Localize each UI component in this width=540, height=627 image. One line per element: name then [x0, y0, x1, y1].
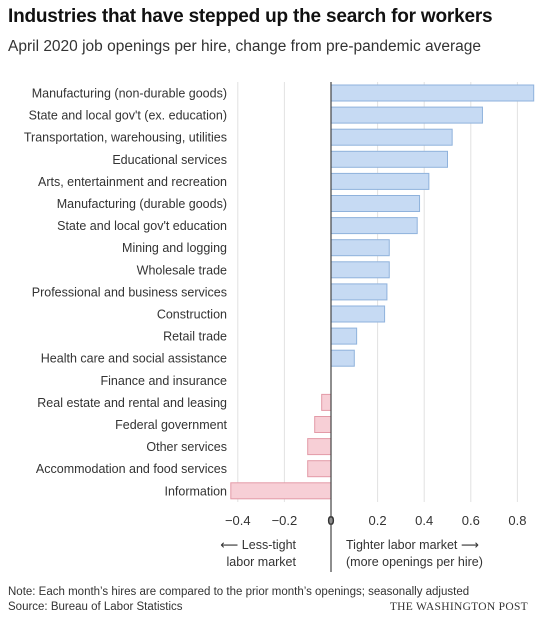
- category-label: Other services: [146, 440, 227, 454]
- bar: [230, 482, 332, 500]
- x-tick-label: 0.4: [415, 513, 433, 528]
- category-label: Retail trade: [163, 330, 227, 344]
- publisher-credit: THE WASHINGTON POST: [389, 601, 528, 613]
- category-label: Educational services: [112, 153, 227, 167]
- category-label: Manufacturing (durable goods): [57, 197, 227, 211]
- annotation-tighter: Tighter labor market ⟶: [346, 538, 479, 552]
- bar: [321, 393, 332, 411]
- category-label: Finance and insurance: [101, 374, 228, 388]
- category-label: Mining and logging: [122, 241, 227, 255]
- footnote: Note: Each month’s hires are compared to…: [8, 586, 470, 598]
- bar: [330, 217, 418, 235]
- annotation-less-tight: ⟵ Less-tight: [220, 538, 296, 552]
- bar: [330, 239, 390, 257]
- category-label: State and local gov't education: [57, 219, 227, 233]
- bar: [330, 106, 483, 124]
- chart-subtitle: April 2020 job openings per hire, change…: [8, 38, 482, 55]
- category-label: Real estate and rental and leasing: [37, 396, 227, 410]
- source-line: Source: Bureau of Labor Statistics: [8, 601, 183, 613]
- bar: [330, 305, 386, 323]
- category-label: Health care and social assistance: [41, 352, 227, 366]
- bar: [330, 261, 390, 279]
- category-label: State and local gov't (ex. education): [29, 109, 227, 123]
- bar: [330, 195, 421, 212]
- annotation-more-openings: (more openings per hire): [346, 555, 483, 569]
- category-labels: Manufacturing (non-durable goods) State a…: [24, 87, 228, 499]
- x-tick-label: 0.6: [462, 513, 480, 528]
- category-label: Manufacturing (non-durable goods): [32, 87, 227, 101]
- chart-title: Industries that have stepped up the sear…: [8, 6, 493, 27]
- x-tick-labels: −0.4−0.200.20.40.60.8: [225, 513, 526, 528]
- bar: [330, 172, 430, 190]
- bar: [330, 84, 535, 102]
- bar: [307, 460, 332, 478]
- category-label: Transportation, warehousing, utilities: [24, 131, 227, 145]
- x-tick-label: 0.8: [508, 513, 526, 528]
- bar-chart: Manufacturing (non-durable goods) State a…: [24, 82, 535, 572]
- bar: [314, 416, 332, 433]
- category-label: Arts, entertainment and recreation: [38, 175, 227, 189]
- bar: [330, 283, 388, 301]
- category-label: Information: [164, 484, 227, 498]
- x-tick-label: 0.2: [369, 513, 387, 528]
- category-label: Construction: [157, 308, 227, 322]
- x-tick-label: −0.2: [272, 513, 298, 528]
- category-label: Accommodation and food services: [36, 462, 227, 476]
- annotation-labor-market: labor market: [227, 555, 297, 569]
- x-tick-label: −0.4: [225, 513, 251, 528]
- bar: [307, 438, 332, 456]
- bars: [230, 84, 535, 500]
- bar: [330, 150, 448, 168]
- category-label: Professional and business services: [32, 285, 227, 299]
- bar: [330, 349, 355, 367]
- bar: [330, 327, 358, 345]
- category-label: Wholesale trade: [137, 263, 227, 277]
- category-label: Federal government: [115, 418, 227, 432]
- bar: [330, 128, 453, 146]
